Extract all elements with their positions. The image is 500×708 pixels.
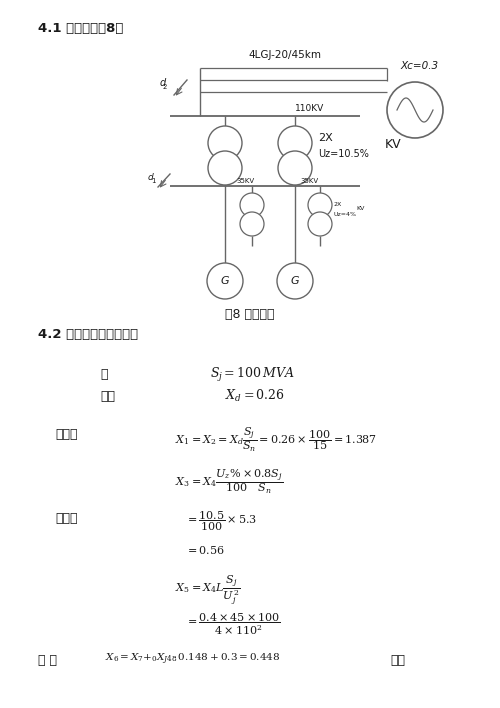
Circle shape (387, 82, 443, 138)
Circle shape (278, 126, 312, 160)
Circle shape (207, 263, 243, 299)
Text: KV: KV (385, 137, 402, 151)
Text: $= 0.56$: $= 0.56$ (185, 544, 224, 556)
Text: $\mathit{X}_d = 0.26$: $\mathit{X}_d = 0.26$ (225, 388, 284, 404)
Circle shape (278, 151, 312, 185)
Text: 2X: 2X (334, 202, 342, 207)
Text: 2X: 2X (318, 133, 333, 143)
Text: 4.1 电路简化图8：: 4.1 电路简化图8： (38, 22, 123, 35)
Text: $\mathit{X}_5 = \mathit{X}_4 L\dfrac{S_j}{U^2_j}$: $\mathit{X}_5 = \mathit{X}_4 L\dfrac{S_j… (175, 574, 240, 608)
Text: $= \dfrac{0.4\times 45\times 100}{4\times 110^{2}}$: $= \dfrac{0.4\times 45\times 100}{4\time… (185, 612, 280, 637)
Text: KV: KV (356, 205, 364, 210)
Text: 取: 取 (100, 368, 108, 381)
Text: 查得: 查得 (100, 390, 115, 403)
Circle shape (240, 212, 264, 236)
Text: Uz=4%: Uz=4% (334, 212, 357, 217)
Text: 线 路: 线 路 (38, 654, 57, 667)
Circle shape (308, 193, 332, 217)
Circle shape (208, 151, 242, 185)
Text: $S_j = 100\,\mathit{MVA}$: $S_j = 100\,\mathit{MVA}$ (210, 366, 295, 384)
Text: $\mathit{X}_3 = \mathit{X}_4\dfrac{U_z\%\times 0.8S_j}{100\quad S_n}$: $\mathit{X}_3 = \mathit{X}_4\dfrac{U_z\%… (175, 468, 283, 496)
Text: $\mathit{X}_1 = \mathit{X}_2 = \mathit{X}_d\dfrac{S_j}{S_n} = 0.26\times\dfrac{1: $\mathit{X}_1 = \mathit{X}_2 = \mathit{X… (175, 426, 377, 455)
Text: 35KV: 35KV (300, 178, 318, 184)
Text: 发电机: 发电机 (55, 428, 78, 441)
Text: 35KV: 35KV (236, 178, 254, 184)
Circle shape (208, 126, 242, 160)
Text: $\mathit{X}_6 = \mathit{X}_7 {+}_0\mathit{X}_{J48}\,0.148 + 0.3 = 0.448$: $\mathit{X}_6 = \mathit{X}_7 {+}_0\mathi… (105, 652, 281, 667)
Text: d: d (148, 173, 154, 183)
Text: Xc=0.3: Xc=0.3 (400, 61, 438, 71)
Text: 电抗: 电抗 (390, 654, 405, 667)
Text: G: G (220, 276, 230, 286)
Text: 110KV: 110KV (295, 104, 324, 113)
Text: 4.2 计算各元件的标么値: 4.2 计算各元件的标么値 (38, 328, 138, 341)
Circle shape (308, 212, 332, 236)
Text: Uz=10.5%: Uz=10.5% (318, 149, 369, 159)
Text: 2: 2 (163, 84, 168, 90)
Circle shape (277, 263, 313, 299)
Text: G: G (290, 276, 300, 286)
Text: 4LGJ-20/45km: 4LGJ-20/45km (248, 50, 322, 60)
Text: d: d (160, 78, 166, 88)
Text: 1: 1 (151, 178, 156, 184)
Circle shape (240, 193, 264, 217)
Text: $= \dfrac{10.5}{100} \times 5.3$: $= \dfrac{10.5}{100} \times 5.3$ (185, 510, 257, 533)
Text: 图8 电路简化: 图8 电路简化 (225, 309, 275, 321)
Text: 变压器: 变压器 (55, 512, 78, 525)
